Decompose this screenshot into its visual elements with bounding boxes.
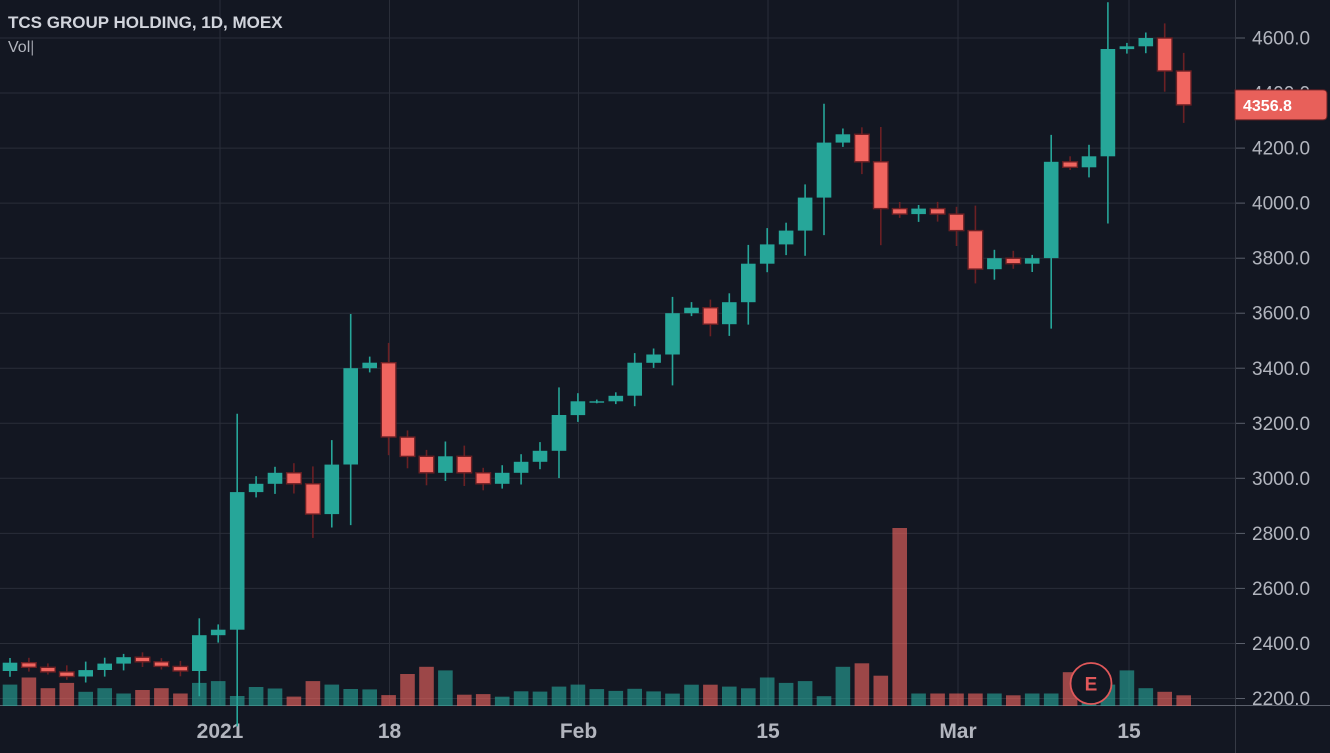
svg-text:3600.0: 3600.0 — [1252, 304, 1310, 325]
svg-text:15: 15 — [1117, 720, 1141, 743]
svg-text:3400.0: 3400.0 — [1252, 359, 1310, 380]
svg-text:3800.0: 3800.0 — [1252, 249, 1310, 270]
svg-text:4600.0: 4600.0 — [1252, 29, 1310, 50]
svg-text:4200.0: 4200.0 — [1252, 139, 1310, 160]
svg-text:3000.0: 3000.0 — [1252, 469, 1310, 490]
svg-text:4356.8: 4356.8 — [1243, 98, 1292, 115]
svg-text:E: E — [1085, 675, 1098, 696]
svg-text:2400.0: 2400.0 — [1252, 634, 1310, 655]
svg-text:3200.0: 3200.0 — [1252, 414, 1310, 435]
svg-text:Feb: Feb — [560, 720, 597, 743]
svg-text:15: 15 — [756, 720, 780, 743]
svg-text:Mar: Mar — [939, 720, 976, 743]
svg-text:2800.0: 2800.0 — [1252, 524, 1310, 545]
svg-text:18: 18 — [378, 720, 402, 743]
svg-text:2600.0: 2600.0 — [1252, 579, 1310, 600]
svg-text:4000.0: 4000.0 — [1252, 194, 1310, 215]
svg-text:2200.0: 2200.0 — [1252, 689, 1310, 710]
